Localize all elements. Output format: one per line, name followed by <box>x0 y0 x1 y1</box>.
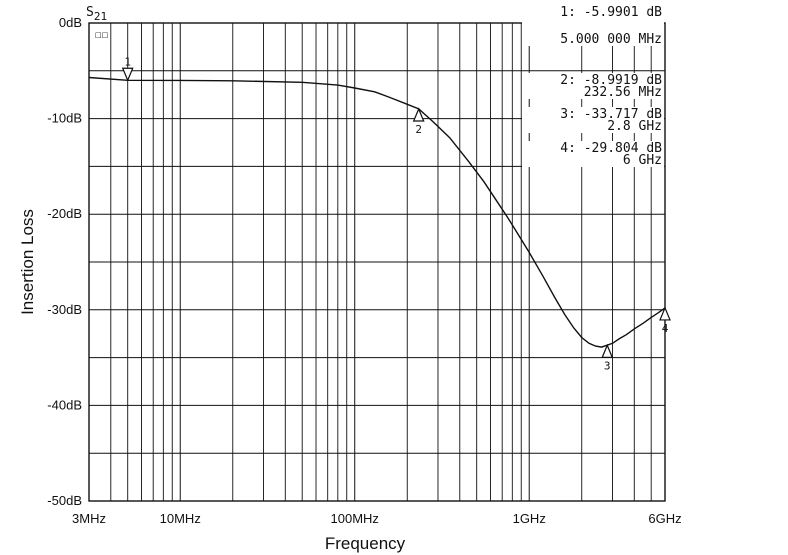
readout-bg <box>522 73 664 99</box>
marker-1: 1 <box>121 55 134 82</box>
markers: 1 2 3 4 <box>121 55 671 372</box>
readout-frequency: 2.8 GHz <box>607 119 662 134</box>
readout-frequency: 232.56 MHz <box>584 85 662 100</box>
x-tick-label: 1GHz <box>513 511 546 526</box>
readout-4: 4: -29.804 dB6 GHz <box>522 141 664 168</box>
readout-value: 3: -33.717 dB <box>560 107 662 122</box>
y-tick-label: -40dB <box>47 397 82 412</box>
x-tick-label: 6GHz <box>648 511 681 526</box>
tick-labels: 3MHz 10MHz 100MHz 1GHz 6GHz 0dB -10dB -20dB -30d… <box>47 15 681 526</box>
trace-scale-indicator: ☐☐ <box>95 28 108 41</box>
x-tick-label: 3MHz <box>72 511 106 526</box>
readout-bg <box>522 5 664 46</box>
marker-2: 2 <box>412 107 425 136</box>
x-tick-label: 100MHz <box>331 511 379 526</box>
marker-triangle <box>412 107 425 122</box>
marker-triangle <box>121 67 134 82</box>
marker-number: 1 <box>124 55 131 68</box>
marker-number: 3 <box>604 359 611 372</box>
trace-label-sub: 21 <box>94 10 107 23</box>
trace-label-s: S <box>86 5 94 20</box>
readout-bg <box>522 141 664 167</box>
y-tick-label: -50dB <box>47 493 82 508</box>
readout-3: 3: -33.717 dB2.8 GHz <box>522 107 664 134</box>
y-axis-label: Insertion Loss <box>18 209 37 315</box>
readout-frequency: 6 GHz <box>623 153 662 168</box>
x-axis-label: Frequency <box>325 534 406 553</box>
s21-trace <box>88 76 666 348</box>
readout-value: 4: -29.804 dB <box>560 141 662 156</box>
marker-number: 4 <box>662 322 669 335</box>
y-tick-label: -10dB <box>47 111 82 126</box>
marker-4: 4 <box>659 306 671 335</box>
readout-1: 1: -5.9901 dB 5.000 000 MHz <box>522 5 664 47</box>
readout-value: 2: -8.9919 dB <box>560 73 662 88</box>
marker-3: 3 <box>601 343 614 372</box>
y-tick-label: -20dB <box>47 206 82 221</box>
plot-frame <box>88 22 666 502</box>
marker-triangle <box>659 306 671 321</box>
readout-bg <box>522 107 664 133</box>
marker-number: 2 <box>415 123 422 136</box>
trace-label: S21 <box>86 5 107 23</box>
x-tick-label: 10MHz <box>160 511 201 526</box>
marker-triangle <box>601 343 614 358</box>
readout-value: 1: -5.9901 dB <box>560 5 662 20</box>
y-tick-label: -30dB <box>47 302 82 317</box>
y-tick-label: 0dB <box>59 15 82 30</box>
readout-frequency: 5.000 000 MHz <box>560 32 662 47</box>
